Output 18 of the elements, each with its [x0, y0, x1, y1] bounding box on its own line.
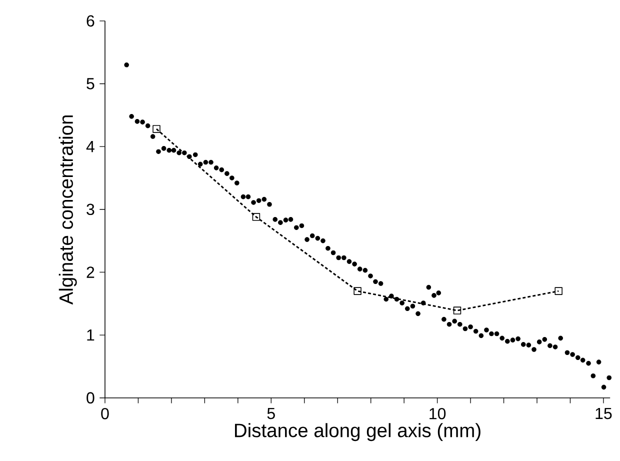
y-tick-label: 1 [87, 330, 94, 341]
y-axis-title: Alginate concentration [58, 115, 77, 305]
x-tick-label: 0 [101, 408, 109, 420]
point [152, 125, 160, 133]
y-tick-label: 4 [86, 141, 94, 152]
point [252, 213, 260, 221]
y-tick-label: 3 [86, 204, 94, 216]
y-tick-label: 0 [86, 392, 94, 404]
y-tick-label: 6 [86, 15, 94, 27]
point [453, 306, 462, 314]
x-tick-label: 15 [596, 408, 612, 420]
y-tick-label: 5 [86, 78, 94, 90]
x-tick-label: 5 [267, 408, 275, 420]
x-axis-title: Distance along gel axis (mm) [235, 423, 480, 442]
x-tick-label: 10 [430, 408, 446, 420]
point [554, 287, 562, 295]
y-tick-label: 2 [86, 266, 94, 278]
point [354, 287, 362, 295]
